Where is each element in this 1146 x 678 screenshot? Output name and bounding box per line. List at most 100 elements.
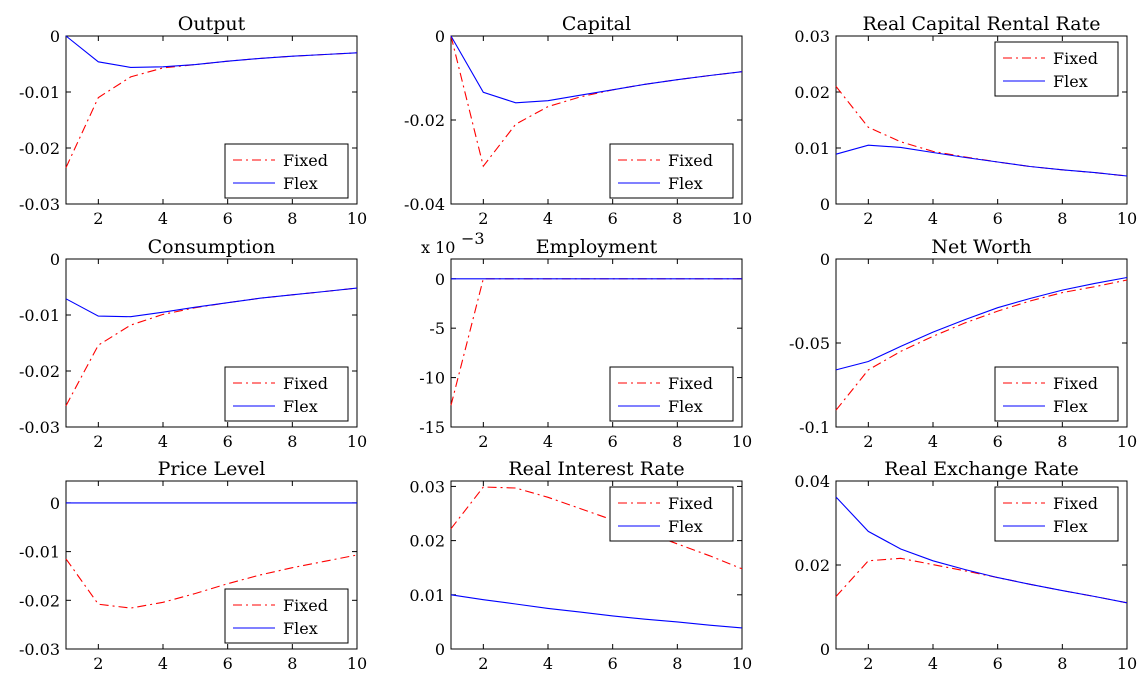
legend-box bbox=[994, 366, 1119, 422]
legend-label-flex: Flex bbox=[283, 397, 318, 416]
x-tick-label: 10 bbox=[1117, 432, 1137, 451]
y-tick-label: -0.03 bbox=[19, 640, 60, 659]
x-tick-label: 2 bbox=[863, 432, 873, 451]
legend: Fixed Flex bbox=[609, 366, 734, 422]
legend: Fixed Flex bbox=[609, 143, 734, 199]
y-tick-label: 0.01 bbox=[794, 139, 830, 158]
y-tick-label: -0.05 bbox=[789, 334, 830, 353]
series-line-flex bbox=[65, 35, 358, 68]
x-tick-label: 8 bbox=[287, 209, 297, 228]
x-tick-label: 10 bbox=[1117, 654, 1137, 673]
x-tick-label: 6 bbox=[608, 654, 618, 673]
legend-label-flex: Flex bbox=[283, 174, 318, 193]
subplot-title: Net Worth bbox=[931, 236, 1031, 258]
y-tick-label: -0.04 bbox=[404, 195, 445, 214]
series-line-flex bbox=[65, 287, 358, 318]
x-tick-label: 2 bbox=[93, 209, 103, 228]
x-tick-label: 8 bbox=[1057, 432, 1067, 451]
x-tick-label: 8 bbox=[672, 654, 682, 673]
y-tick-label: 0 bbox=[820, 640, 830, 659]
y-tick-label: -0.02 bbox=[19, 139, 60, 158]
y-tick-label: 0.03 bbox=[794, 27, 830, 46]
legend-label-flex: Flex bbox=[668, 174, 703, 193]
subplot-employment: Employment x 10 −3 0 -5 -10 -15 2 4 6 8 10 Fixed Flex bbox=[419, 229, 752, 451]
x-tick-label: 2 bbox=[478, 432, 488, 451]
y-tick-label: 0.01 bbox=[409, 586, 445, 605]
subplot-price-level: Price Level 0 -0.01 -0.02 -0.03 2 4 6 8 10 Fixed Fl… bbox=[19, 458, 367, 673]
y-tick-label: -15 bbox=[419, 418, 445, 437]
x-tick-label: 6 bbox=[608, 209, 618, 228]
series-line-flex bbox=[835, 144, 1128, 177]
series-line-fixed bbox=[65, 554, 358, 609]
y-tick-label: -5 bbox=[429, 319, 445, 338]
x-tick-label: 2 bbox=[478, 209, 488, 228]
subplot-output: Output 0 -0.01 -0.02 -0.03 2 4 6 8 10 Fixed Flex bbox=[19, 13, 367, 228]
x-tick-label: 4 bbox=[928, 209, 938, 228]
x-tick-label: 8 bbox=[672, 432, 682, 451]
subplot-title: Consumption bbox=[148, 236, 276, 258]
x-tick-label: 2 bbox=[863, 209, 873, 228]
legend: Fixed Flex bbox=[994, 41, 1119, 97]
axis-multiplier: x 10 bbox=[421, 238, 455, 257]
y-tick-label: -0.02 bbox=[19, 362, 60, 381]
y-tick-label: -0.02 bbox=[404, 111, 445, 130]
y-tick-label: 0.04 bbox=[794, 472, 830, 491]
legend-label-fixed: Fixed bbox=[283, 151, 328, 170]
subplot-title: Capital bbox=[562, 13, 631, 35]
x-tick-label: 4 bbox=[158, 432, 168, 451]
y-tick-label: -0.01 bbox=[19, 306, 60, 325]
y-tick-label: -10 bbox=[419, 369, 445, 388]
x-tick-label: 4 bbox=[543, 209, 553, 228]
x-tick-label: 6 bbox=[993, 209, 1003, 228]
subplot-net-worth: Net Worth 0 -0.05 -0.1 2 4 6 8 10 Fixed Flex bbox=[789, 236, 1137, 451]
y-tick-label: 0 bbox=[820, 250, 830, 269]
subplot-real-capital-rental-rate: Real Capital Rental Rate 0.03 0.02 0.01 0 2 4 6… bbox=[794, 13, 1137, 228]
y-tick-label: 0.02 bbox=[794, 556, 830, 575]
series-line-flex bbox=[450, 35, 743, 104]
x-tick-label: 2 bbox=[863, 654, 873, 673]
legend-label-flex: Flex bbox=[283, 619, 318, 638]
x-tick-label: 2 bbox=[93, 654, 103, 673]
x-tick-label: 6 bbox=[223, 654, 233, 673]
legend-label-fixed: Fixed bbox=[668, 374, 713, 393]
series-line-fixed bbox=[450, 35, 743, 168]
y-tick-label: -0.01 bbox=[19, 83, 60, 102]
y-tick-label: 0 bbox=[50, 27, 60, 46]
y-tick-label: 0 bbox=[820, 195, 830, 214]
x-tick-label: 2 bbox=[478, 654, 488, 673]
legend-box bbox=[224, 366, 349, 422]
x-tick-label: 8 bbox=[672, 209, 682, 228]
legend-box bbox=[609, 486, 734, 542]
legend-box bbox=[994, 486, 1119, 542]
x-tick-label: 6 bbox=[608, 432, 618, 451]
y-tick-label: 0 bbox=[435, 270, 445, 289]
x-tick-label: 6 bbox=[223, 209, 233, 228]
legend-label-fixed: Fixed bbox=[668, 494, 713, 513]
legend-label-fixed: Fixed bbox=[1053, 494, 1098, 513]
subplot-title: Real Capital Rental Rate bbox=[863, 13, 1101, 35]
x-tick-label: 10 bbox=[347, 654, 367, 673]
y-tick-label: -0.02 bbox=[19, 591, 60, 610]
series-line-flex bbox=[835, 496, 1128, 604]
x-tick-label: 10 bbox=[732, 432, 752, 451]
legend: Fixed Flex bbox=[994, 366, 1119, 422]
series-line-fixed bbox=[450, 486, 743, 570]
legend-box bbox=[224, 588, 349, 644]
y-tick-label: -0.03 bbox=[19, 195, 60, 214]
y-tick-label: 0 bbox=[50, 250, 60, 269]
x-tick-label: 10 bbox=[347, 209, 367, 228]
legend: Fixed Flex bbox=[224, 588, 349, 644]
x-tick-label: 8 bbox=[1057, 654, 1067, 673]
legend: Fixed Flex bbox=[609, 486, 734, 542]
legend: Fixed Flex bbox=[994, 486, 1119, 542]
subplot-title: Employment bbox=[536, 236, 658, 258]
y-tick-label: 0.03 bbox=[409, 477, 445, 496]
legend: Fixed Flex bbox=[224, 366, 349, 422]
subplot-capital: Capital 0 -0.02 -0.04 2 4 6 8 10 Fixed Flex bbox=[404, 13, 752, 228]
x-tick-label: 10 bbox=[1117, 209, 1137, 228]
x-tick-label: 4 bbox=[928, 654, 938, 673]
x-tick-label: 4 bbox=[928, 432, 938, 451]
series-line-flex bbox=[835, 276, 1128, 371]
y-tick-label: -0.03 bbox=[19, 418, 60, 437]
x-tick-label: 8 bbox=[1057, 209, 1067, 228]
